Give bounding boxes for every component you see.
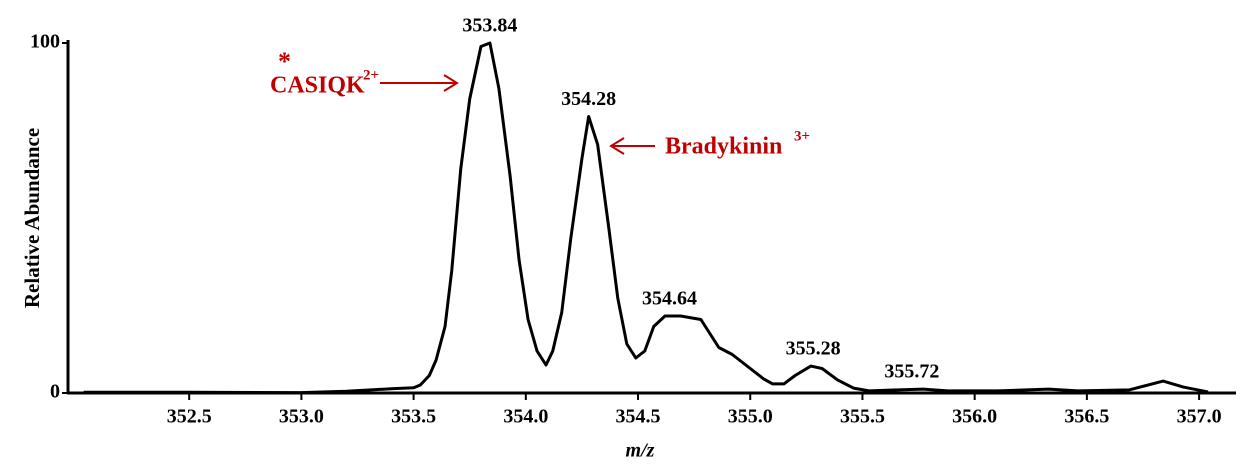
x-tick-label: 357.0 (1177, 406, 1222, 428)
x-tick-label: 354.5 (616, 406, 661, 428)
x-axis-label: m/z (626, 440, 655, 462)
peak-label: 354.64 (642, 288, 697, 310)
peak-label: 355.28 (786, 338, 841, 360)
annotation-text: Bradykinin (665, 134, 782, 160)
x-tick-label: 356.5 (1064, 406, 1109, 428)
annotation-text: CASIQK (270, 73, 365, 99)
arrow (609, 137, 655, 155)
peak-label: 355.72 (884, 361, 939, 383)
annotation-charge: 3+ (794, 128, 810, 144)
peak-label: 354.28 (561, 88, 616, 110)
annotation-charge: 2+ (363, 67, 379, 83)
x-tick-label: 354.0 (503, 406, 548, 428)
arrow (380, 74, 459, 92)
spectrum-line (83, 41, 1209, 395)
y-tick-label: 100 (30, 31, 60, 53)
annotation-mark: * (278, 47, 291, 76)
peak-label: 353.84 (462, 15, 517, 37)
x-tick-label: 356.0 (952, 406, 997, 428)
x-tick-label: 353.0 (279, 406, 324, 428)
x-tick-label: 355.0 (728, 406, 773, 428)
y-tick-label: 0 (50, 381, 60, 403)
x-tick-label: 355.5 (840, 406, 885, 428)
y-axis-label: Relative Abundance (20, 128, 44, 308)
x-tick-label: 353.5 (391, 406, 436, 428)
x-tick-label: 352.5 (167, 406, 212, 428)
